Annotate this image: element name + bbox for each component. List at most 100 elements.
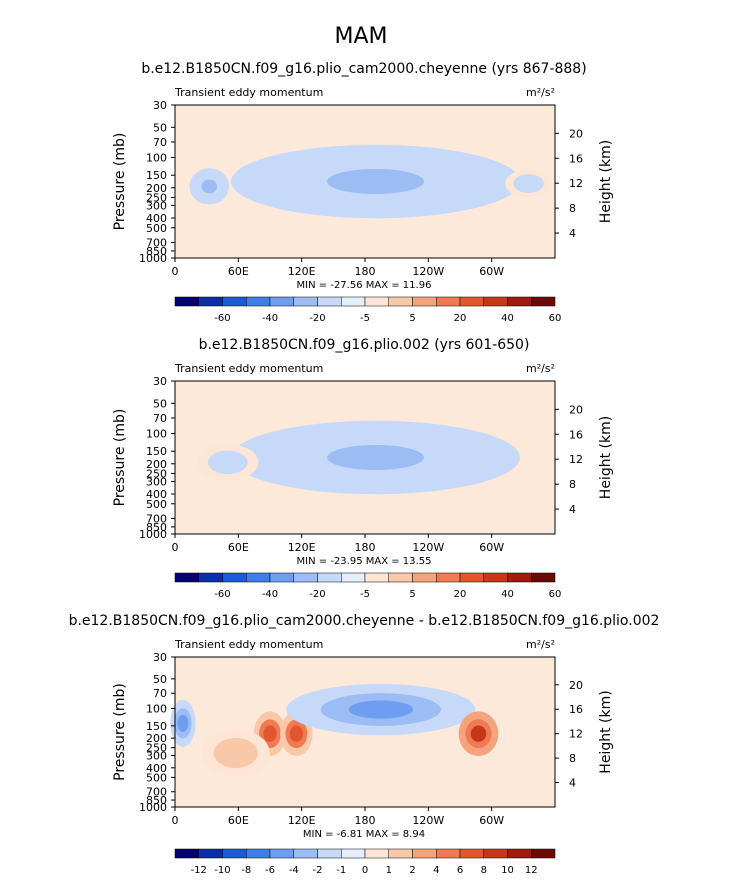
height-tick-label: 20: [569, 679, 583, 692]
colorbar-label: 40: [501, 313, 514, 324]
pressure-tick-label: 150: [146, 169, 167, 182]
colorbar-box: [436, 572, 461, 583]
pressure-tick-label: 850: [146, 245, 167, 258]
colorbar-box: [222, 296, 247, 307]
height-tick-label: 4: [569, 503, 576, 516]
colorbar-label: -2: [313, 865, 323, 876]
height-tick-label: 4: [569, 227, 576, 240]
colorbar-box: [483, 296, 508, 307]
panel-title: b.e12.B1850CN.f09_g16.plio_cam2000.cheye…: [141, 61, 586, 77]
pressure-tick-label: 1000: [139, 801, 167, 814]
field-label: Transient eddy momentum: [174, 638, 323, 651]
colorbar-box: [174, 296, 199, 307]
height-tick-label: 12: [569, 177, 583, 190]
lon-tick-label: 120E: [288, 541, 316, 554]
lon-tick-label: 180: [355, 265, 376, 278]
colorbar-box: [388, 296, 413, 307]
pressure-tick-label: 400: [146, 488, 167, 501]
colorbar-box: [246, 572, 271, 583]
colorbar-box: [198, 296, 223, 307]
lon-tick-label: 60W: [479, 541, 504, 554]
colorbar-box: [317, 296, 342, 307]
colorbar-label: 2: [409, 865, 415, 876]
lon-tick-label: 0: [172, 814, 179, 827]
colorbar-label: -4: [289, 865, 299, 876]
pressure-tick-label: 30: [153, 375, 167, 388]
colorbar-box: [436, 296, 461, 307]
pressure-tick-label: 100: [146, 703, 167, 716]
colorbar-box: [531, 296, 556, 307]
colorbar-label: -8: [241, 865, 251, 876]
pressure-tick-label: 700: [146, 786, 167, 799]
pressure-tick-label: 300: [146, 475, 167, 488]
contour-pos-cell-110W: [470, 725, 487, 742]
colorbar-label: 40: [501, 589, 514, 600]
pressure-tick-label: 700: [146, 236, 167, 249]
lon-tick-label: 60W: [479, 814, 504, 827]
colorbar-label: -5: [360, 313, 370, 324]
panel-2: b.e12.B1850CN.f09_g16.plio.002 (yrs 601-…: [112, 337, 614, 600]
panel-1: b.e12.B1850CN.f09_g16.plio_cam2000.cheye…: [112, 61, 614, 324]
height-tick-label: 12: [569, 728, 583, 741]
units-label: m²/s²: [526, 362, 555, 375]
min-max-label: MIN = -27.56 MAX = 11.96: [297, 280, 432, 291]
colorbar-box: [317, 572, 342, 583]
colorbar-box: [269, 572, 294, 583]
height-tick-label: 4: [569, 777, 576, 790]
y-axis-label: Pressure (mb): [112, 133, 128, 231]
lon-tick-label: 0: [172, 265, 179, 278]
height-tick-label: 20: [569, 127, 583, 140]
units-label: m²/s²: [526, 86, 555, 99]
colorbar-box: [412, 848, 437, 859]
pressure-tick-label: 200: [146, 458, 167, 471]
panel-title: b.e12.B1850CN.f09_g16.plio.002 (yrs 601-…: [199, 337, 530, 353]
colorbar-label: 5: [409, 313, 415, 324]
colorbar-box: [293, 296, 318, 307]
figure-title: MAM: [334, 24, 387, 49]
pressure-tick-label: 850: [146, 794, 167, 807]
height-tick-label: 8: [569, 752, 576, 765]
min-max-label: MIN = -6.81 MAX = 8.94: [303, 829, 425, 840]
colorbar-label: -6: [265, 865, 275, 876]
colorbar-box: [483, 848, 508, 859]
height-tick-label: 8: [569, 478, 576, 491]
colorbar-box: [293, 848, 318, 859]
pressure-tick-label: 50: [153, 673, 167, 686]
contour-east-cell: [519, 177, 538, 190]
pressure-tick-label: 50: [153, 121, 167, 134]
colorbar-label: -10: [214, 865, 230, 876]
colorbar-box: [459, 848, 484, 859]
colorbar-box: [364, 572, 389, 583]
y-axis-label-right: Height (km): [598, 690, 614, 773]
pressure-tick-label: 850: [146, 521, 167, 534]
colorbar-box: [269, 848, 294, 859]
lon-tick-label: 60E: [228, 541, 249, 554]
colorbar-label: -60: [214, 589, 230, 600]
contour-jet-envelope: [327, 444, 424, 471]
height-tick-label: 12: [569, 453, 583, 466]
colorbar-box: [246, 848, 271, 859]
pressure-tick-label: 500: [146, 498, 167, 511]
pressure-tick-label: 1000: [139, 252, 167, 265]
pressure-tick-label: 1000: [139, 528, 167, 541]
pressure-tick-label: 500: [146, 222, 167, 235]
units-label: m²/s²: [526, 638, 555, 651]
colorbar-label: 20: [454, 589, 467, 600]
colorbar-label: -60: [214, 313, 230, 324]
colorbar-box: [507, 296, 532, 307]
colorbar-box: [364, 848, 389, 859]
lon-tick-label: 180: [355, 814, 376, 827]
pressure-tick-label: 150: [146, 445, 167, 458]
contour-pos-cell-90E: [263, 725, 277, 742]
pressure-tick-label: 500: [146, 771, 167, 784]
colorbar-label: -5: [360, 589, 370, 600]
colorbar-label: -40: [262, 589, 278, 600]
height-tick-label: 20: [569, 403, 583, 416]
colorbar-label: 60: [549, 313, 562, 324]
colorbar-box: [198, 572, 223, 583]
colorbar-box: [293, 572, 318, 583]
pressure-tick-label: 700: [146, 512, 167, 525]
field-label: Transient eddy momentum: [174, 86, 323, 99]
colorbar-box: [246, 296, 271, 307]
